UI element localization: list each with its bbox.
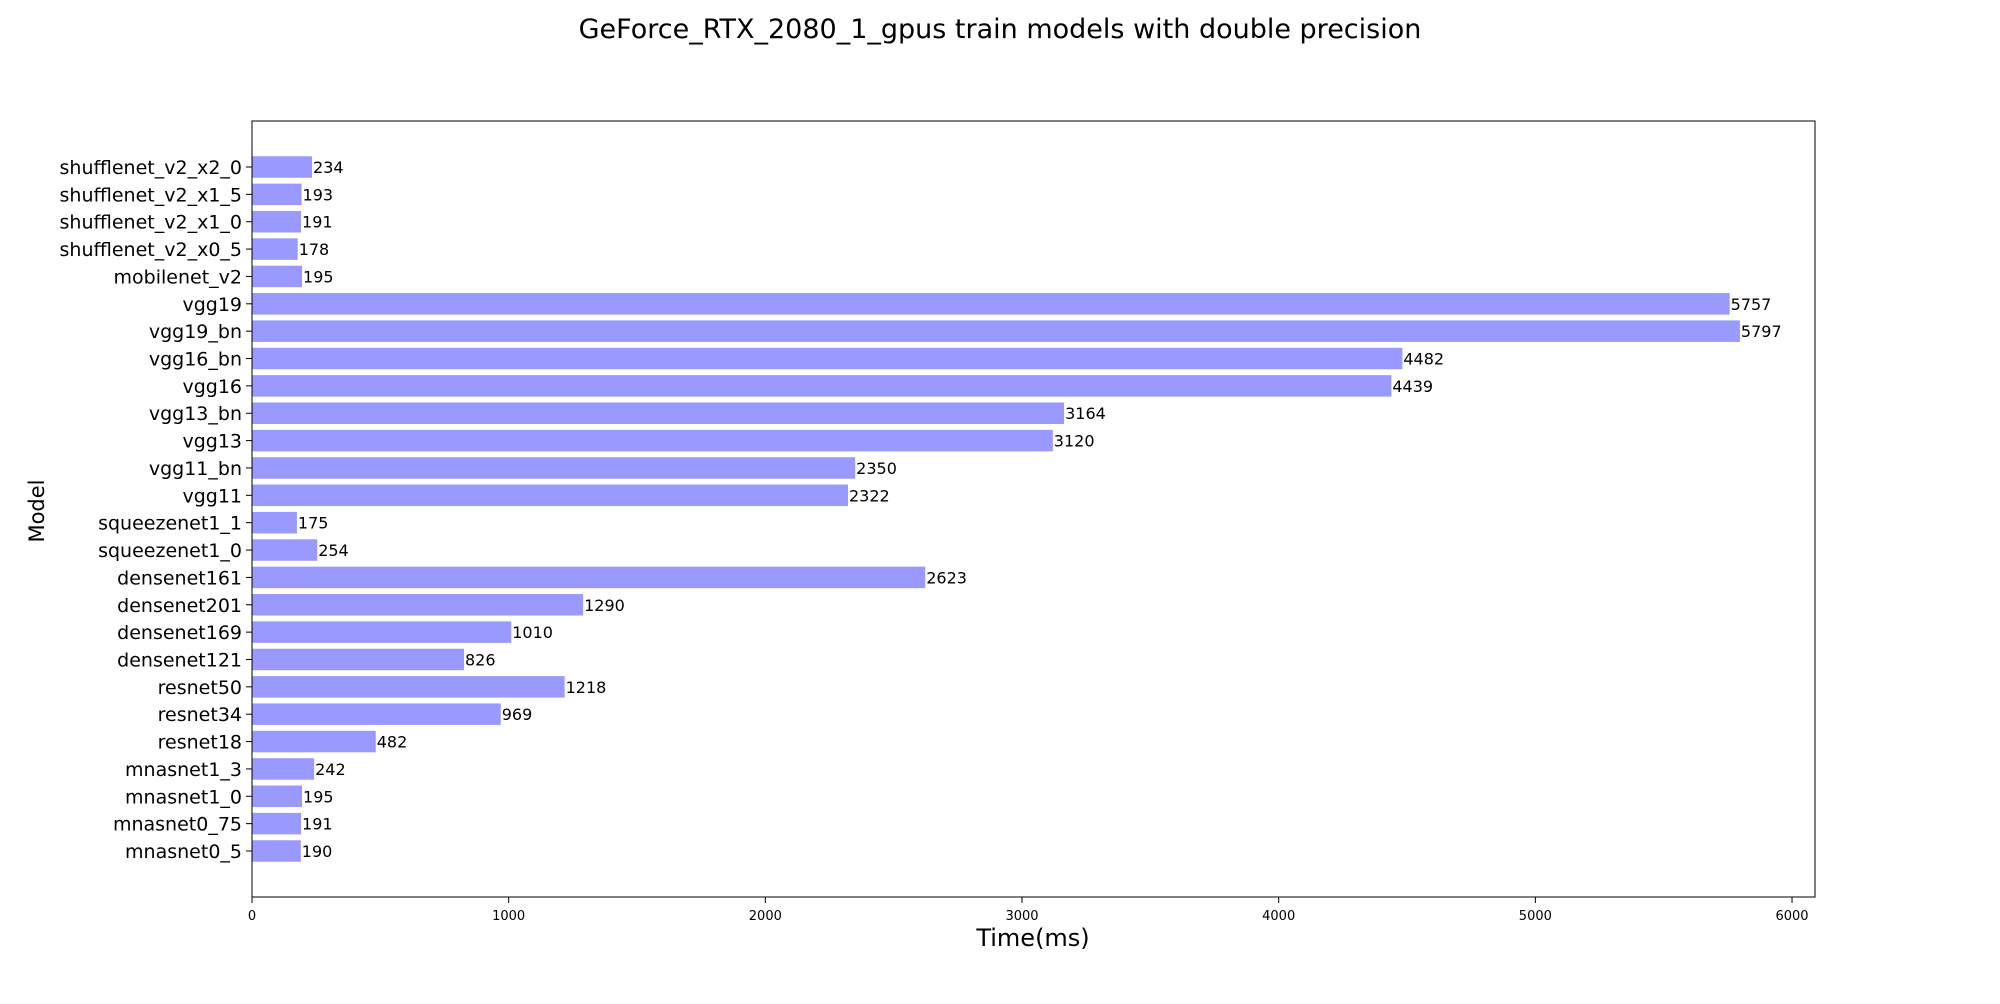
- data-label: 191: [302, 213, 333, 232]
- bar-shufflenet_v2_x1_5: [252, 183, 302, 206]
- bar-vgg16: [252, 375, 1392, 397]
- data-label: 1290: [584, 596, 625, 615]
- x-axis-label: Time(ms): [975, 924, 1089, 952]
- data-label: 3164: [1065, 404, 1106, 423]
- y-axis-label: Model: [25, 479, 49, 542]
- data-label: 234: [313, 158, 344, 177]
- bar-mnasnet0_5: [252, 840, 301, 862]
- x-tick-label: 4000: [1262, 909, 1295, 924]
- y-tick-label: vgg19: [182, 294, 242, 316]
- y-tick-label: densenet121: [117, 649, 242, 671]
- y-tick-label: shufflenet_v2_x0_5: [60, 239, 242, 261]
- y-tick-label: resnet50: [158, 677, 242, 699]
- x-tick-label: 1000: [492, 909, 525, 924]
- data-label: 191: [302, 815, 333, 834]
- bar-vgg19: [252, 293, 1730, 315]
- bar-mnasnet1_3: [252, 758, 315, 780]
- y-tick-label: vgg13_bn: [149, 403, 242, 425]
- data-label: 3120: [1054, 432, 1095, 451]
- data-label: 190: [302, 842, 333, 861]
- y-axis: mnasnet0_5 mnasnet0_75 mnasnet1_0 mnasnet1_…: [60, 157, 252, 863]
- bar-mnasnet1_0: [252, 785, 303, 808]
- y-tick-label: shufflenet_v2_x1_0: [60, 212, 242, 234]
- data-label: 4482: [1403, 350, 1444, 369]
- data-label: 4439: [1392, 377, 1433, 396]
- bar-shufflenet_v2_x2_0: [252, 156, 313, 178]
- data-label: 1010: [512, 623, 553, 642]
- bar-densenet161: [252, 566, 926, 589]
- bar-vgg13_bn: [252, 402, 1065, 424]
- x-tick-label: 2000: [749, 909, 782, 924]
- y-tick-label: vgg13: [182, 431, 242, 453]
- y-tick-label: mnasnet0_75: [113, 814, 242, 836]
- y-tick-label: vgg16_bn: [149, 349, 242, 371]
- y-tick-label: mnasnet1_0: [125, 786, 242, 808]
- y-tick-label: shufflenet_v2_x1_5: [60, 184, 242, 206]
- bar-vgg19_bn: [252, 320, 1740, 342]
- bar-densenet201: [252, 594, 584, 616]
- data-label: 2623: [926, 568, 967, 587]
- bar-squeezenet1_1: [252, 511, 297, 534]
- chart-title: GeForce_RTX_2080_1_gpus train models wit…: [578, 14, 1422, 45]
- bar-vgg13: [252, 429, 1053, 452]
- y-tick-label: resnet34: [158, 704, 242, 726]
- bar-resnet34: [252, 703, 501, 725]
- data-label: 242: [315, 760, 346, 779]
- data-label: 178: [299, 240, 330, 259]
- y-tick-label: densenet201: [117, 595, 242, 617]
- bar-resnet18: [252, 730, 376, 753]
- data-label: 2322: [849, 486, 890, 505]
- y-tick-label: vgg11_bn: [149, 458, 242, 480]
- y-tick-label: resnet18: [158, 732, 242, 754]
- y-tick-label: vgg11: [182, 485, 242, 507]
- bar-shufflenet_v2_x0_5: [252, 238, 298, 260]
- y-tick-label: densenet169: [117, 622, 242, 644]
- data-labels-layer: 190 191 195 242 482 969 1218 826 1010 1290 2623 254…: [298, 158, 1782, 861]
- y-tick-label: mobilenet_v2: [114, 266, 242, 288]
- y-tick-label: shufflenet_v2_x2_0: [60, 157, 242, 179]
- plot-frame: [251, 120, 1816, 898]
- bar-densenet121: [252, 648, 465, 671]
- data-label: 5797: [1741, 322, 1782, 341]
- x-tick-label: 5000: [1519, 909, 1552, 924]
- data-label: 1218: [566, 678, 607, 697]
- bar-vgg11_bn: [252, 457, 856, 479]
- data-label: 969: [502, 705, 533, 724]
- data-label: 193: [303, 185, 334, 204]
- bar-mobilenet_v2: [252, 265, 303, 288]
- data-label: 254: [318, 541, 349, 560]
- y-tick-label: squeezenet1_1: [98, 513, 242, 535]
- bar-squeezenet1_0: [252, 539, 318, 561]
- y-tick-label: vgg16: [182, 376, 242, 398]
- data-label: 5757: [1731, 295, 1772, 314]
- data-label: 195: [303, 787, 334, 806]
- bar-vgg16_bn: [252, 347, 1403, 370]
- y-tick-label: mnasnet0_5: [125, 841, 242, 863]
- bars-layer: [252, 156, 1740, 862]
- bar-vgg11: [252, 484, 848, 507]
- x-tick-label: 0: [248, 909, 256, 924]
- data-label: 482: [377, 733, 408, 752]
- bar-shufflenet_v2_x1_0: [252, 210, 302, 233]
- data-label: 2350: [856, 459, 897, 478]
- x-axis: 0 1000 2000 3000 4000 5000 6000: [248, 897, 1809, 924]
- x-tick-label: 3000: [1005, 909, 1038, 924]
- y-tick-label: densenet161: [117, 567, 242, 589]
- y-tick-label: squeezenet1_0: [98, 540, 242, 562]
- bar-densenet169: [252, 621, 512, 643]
- x-tick-label: 6000: [1775, 909, 1808, 924]
- y-tick-label: vgg19_bn: [149, 321, 242, 343]
- bar-mnasnet0_75: [252, 812, 302, 835]
- data-label: 175: [298, 514, 329, 533]
- y-tick-label: mnasnet1_3: [125, 759, 242, 781]
- data-label: 195: [303, 267, 334, 286]
- bar-resnet50: [252, 676, 565, 698]
- data-label: 826: [465, 650, 496, 669]
